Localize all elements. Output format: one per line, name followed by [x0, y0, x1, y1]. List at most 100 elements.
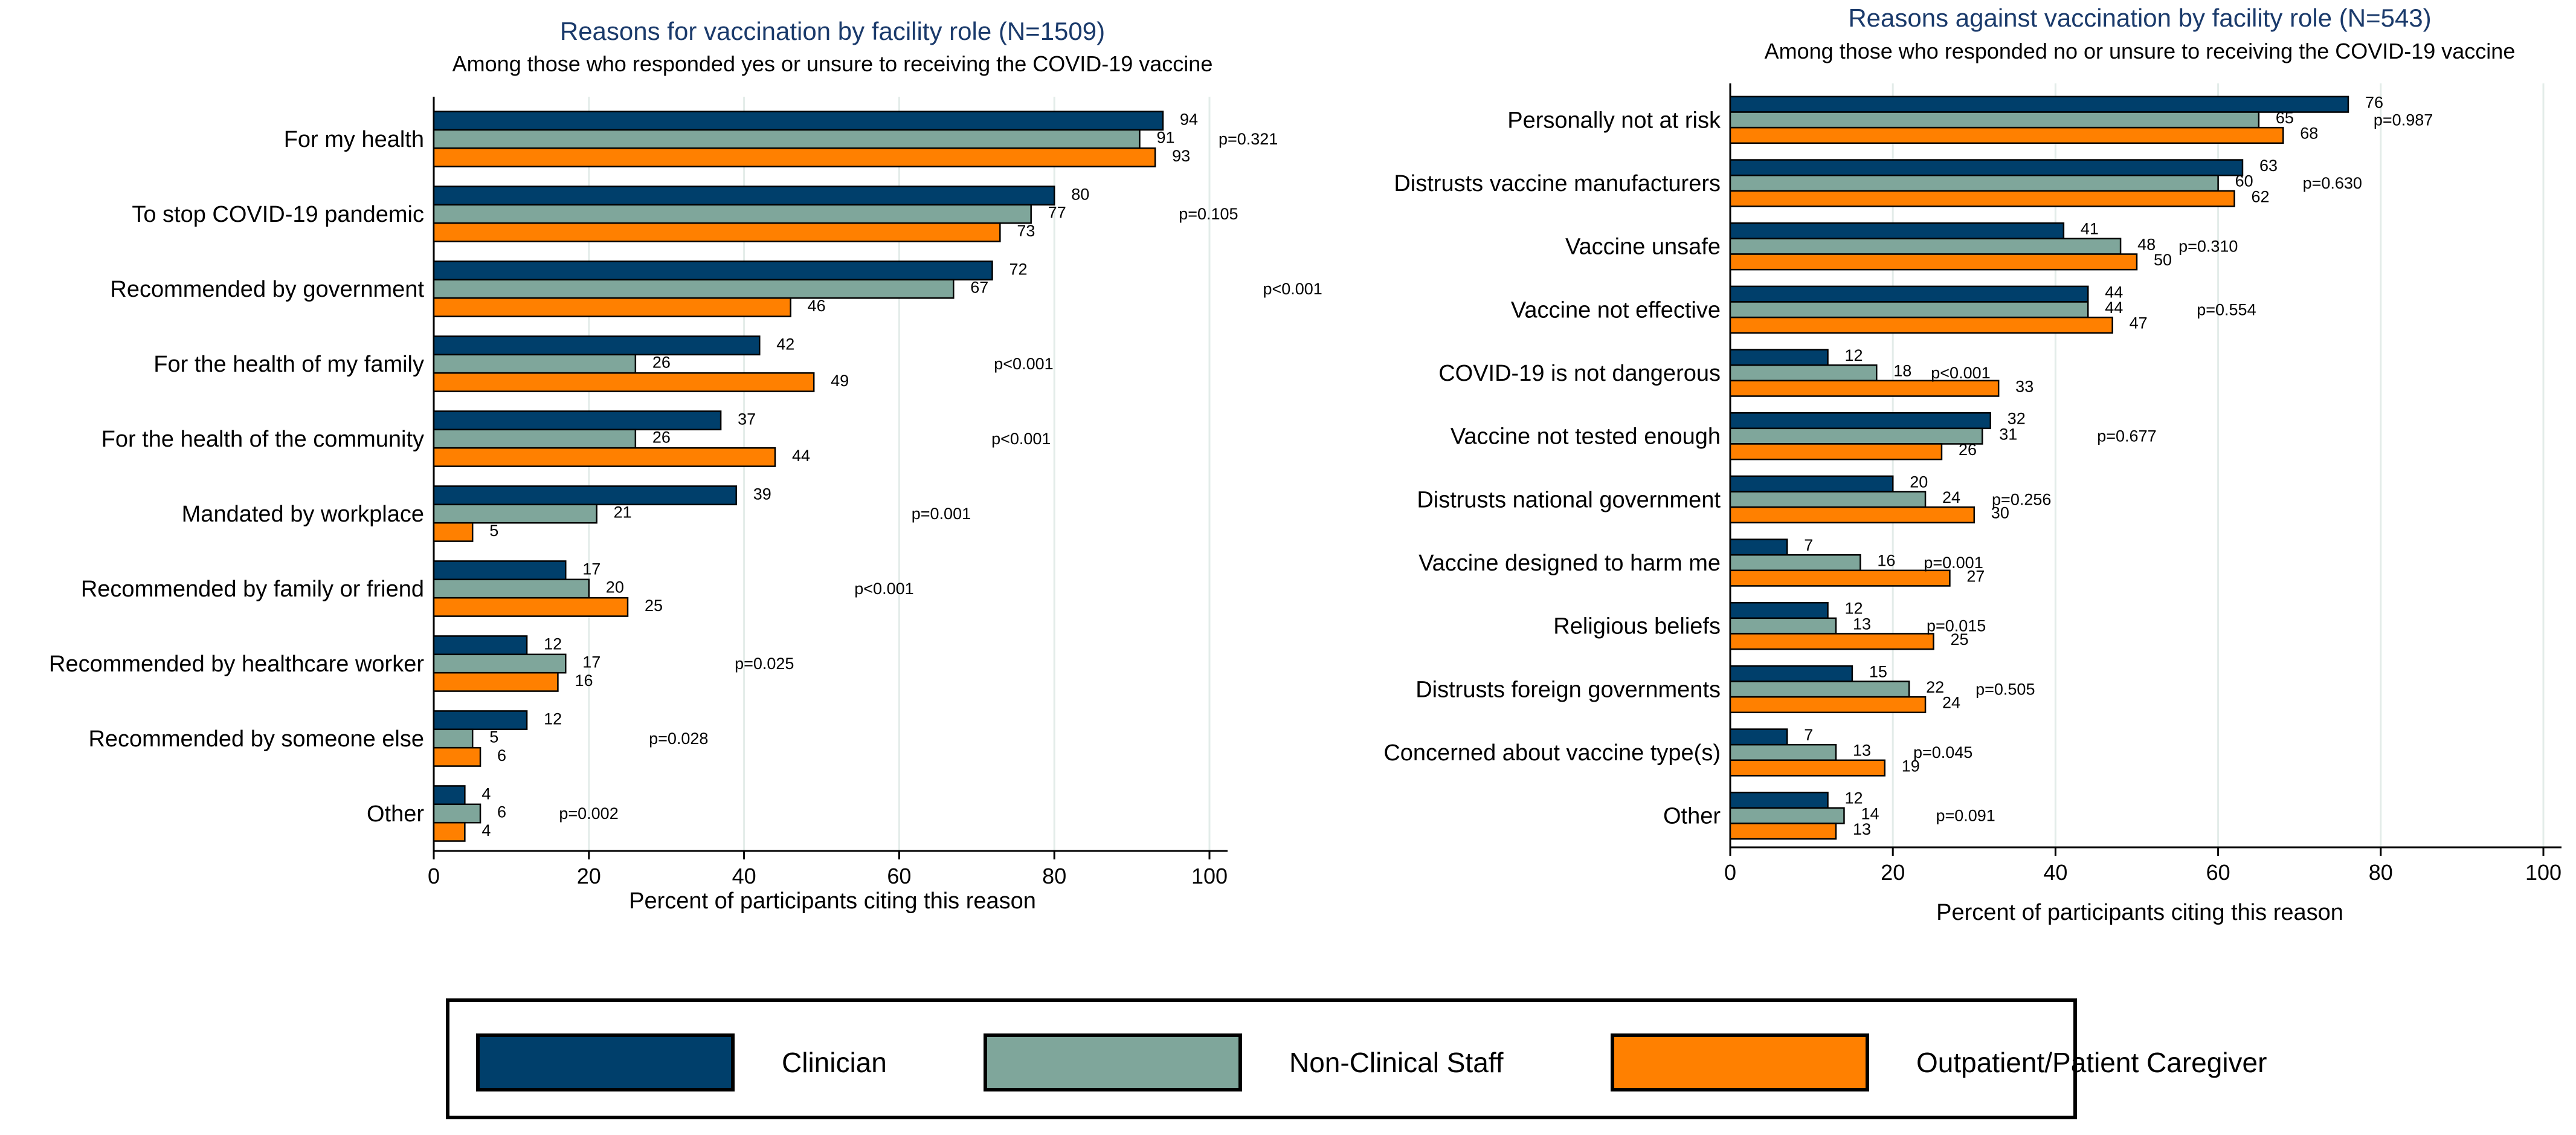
bar-value-for-recommended-by-someone-else-clinician: 12 — [544, 710, 562, 728]
bar-against-covid-19-is-not-dangerous-non-clinical-staff — [1729, 364, 1878, 382]
bar-value-against-personally-not-at-risk-non-clinical-staff: 65 — [2276, 109, 2294, 127]
bar-value-for-recommended-by-government-clinician: 72 — [1009, 260, 1027, 278]
bar-for-to-stop-covid-19-pandemic-outpatient-patient-caregiver — [433, 222, 1001, 242]
bar-for-other-non-clinical-staff — [433, 803, 481, 824]
x-tick-label-against-0: 0 — [1724, 860, 1736, 885]
bar-value-against-covid-19-is-not-dangerous-non-clinical-staff: 18 — [1893, 362, 1911, 380]
p-value-against-vaccine-unsafe: p=0.310 — [2178, 238, 2238, 256]
bar-value-against-religious-beliefs-outpatient-patient-caregiver: 25 — [1951, 630, 1969, 648]
chart-title-against: Reasons against vaccination by facility … — [1848, 4, 2431, 32]
bar-value-for-recommended-by-government-non-clinical-staff: 67 — [970, 279, 988, 297]
bar-against-vaccine-designed-to-harm-me-non-clinical-staff — [1729, 554, 1861, 572]
bar-value-against-vaccine-not-effective-outpatient-patient-caregiver: 47 — [2130, 314, 2148, 332]
bar-value-for-to-stop-covid-19-pandemic-outpatient-patient-caregiver: 73 — [1017, 222, 1035, 240]
category-label-for-recommended-by-family-or-friend: Recommended by family or friend — [81, 577, 424, 602]
legend-swatch-non-clinical-staff — [984, 1033, 1242, 1091]
bar-value-for-other-non-clinical-staff: 6 — [497, 803, 506, 821]
bar-against-distrusts-national-government-outpatient-patient-caregiver — [1729, 506, 1975, 524]
bar-value-for-for-the-health-of-the-community-clinician: 37 — [738, 410, 756, 428]
bar-value-against-distrusts-foreign-governments-outpatient-patient-caregiver: 24 — [1942, 694, 1960, 712]
bar-value-against-concerned-about-vaccine-type-s-outpatient-patient-caregiver: 19 — [1902, 757, 1920, 775]
bar-against-covid-19-is-not-dangerous-outpatient-patient-caregiver — [1729, 380, 2000, 397]
x-tick-label-against-80: 80 — [2369, 860, 2393, 885]
bar-for-recommended-by-someone-else-outpatient-patient-caregiver — [433, 746, 481, 767]
x-tick-label-for-40: 40 — [732, 864, 756, 888]
bar-against-concerned-about-vaccine-type-s-outpatient-patient-caregiver — [1729, 759, 1885, 777]
category-label-against-covid-19-is-not-dangerous: COVID-19 is not dangerous — [1438, 361, 1721, 386]
bar-for-for-my-health-non-clinical-staff — [433, 129, 1141, 149]
bar-against-vaccine-unsafe-non-clinical-staff — [1729, 238, 2122, 255]
bar-against-personally-not-at-risk-non-clinical-staff — [1729, 111, 2260, 129]
category-label-for-for-the-health-of-my-family: For the health of my family — [153, 352, 424, 377]
bar-against-concerned-about-vaccine-type-s-clinician — [1729, 728, 1788, 746]
bar-against-personally-not-at-risk-clinician — [1729, 95, 2349, 113]
bar-value-for-for-my-health-clinician: 94 — [1180, 110, 1198, 128]
bar-for-recommended-by-healthcare-worker-outpatient-patient-caregiver — [433, 671, 559, 692]
legend-swatch-clinician — [476, 1033, 735, 1091]
category-label-for-for-my-health: For my health — [284, 127, 424, 152]
bar-for-recommended-by-someone-else-clinician — [433, 710, 528, 731]
bar-value-against-vaccine-unsafe-clinician: 41 — [2081, 220, 2099, 238]
p-value-against-vaccine-not-tested-enough: p=0.677 — [2097, 427, 2156, 445]
p-value-for-for-the-health-of-the-community: p<0.001 — [991, 430, 1051, 448]
x-tick-label-against-40: 40 — [2043, 860, 2067, 885]
legend-swatch-outpatient-caregiver — [1611, 1033, 1869, 1091]
bar-against-vaccine-not-effective-outpatient-patient-caregiver — [1729, 316, 2113, 334]
category-label-against-vaccine-not-tested-enough: Vaccine not tested enough — [1451, 424, 1721, 450]
bar-for-for-the-health-of-the-community-clinician — [433, 410, 722, 431]
category-label-against-vaccine-unsafe: Vaccine unsafe — [1565, 234, 1721, 260]
chart-subtitle-against: Among those who responded no or unsure t… — [1765, 39, 2516, 63]
legend-label-non-clinical-staff: Non-Clinical Staff — [1289, 1047, 1504, 1078]
category-label-for-recommended-by-someone-else: Recommended by someone else — [88, 726, 424, 752]
chart-subtitle-for: Among those who responded yes or unsure … — [452, 51, 1213, 76]
bar-against-covid-19-is-not-dangerous-clinician — [1729, 349, 1829, 366]
p-value-for-for-my-health: p=0.321 — [1219, 130, 1278, 148]
bar-against-vaccine-not-tested-enough-non-clinical-staff — [1729, 427, 1983, 445]
p-value-against-vaccine-designed-to-harm-me: p=0.001 — [1924, 554, 1983, 572]
bar-against-religious-beliefs-outpatient-patient-caregiver — [1729, 633, 1934, 650]
bar-value-against-distrusts-foreign-governments-clinician: 15 — [1869, 662, 1887, 681]
category-label-for-other: Other — [367, 801, 424, 827]
bar-value-for-recommended-by-government-outpatient-patient-caregiver: 46 — [808, 297, 826, 315]
bar-value-for-for-the-health-of-my-family-outpatient-patient-caregiver: 49 — [831, 372, 849, 390]
category-label-against-distrusts-national-government: Distrusts national government — [1417, 487, 1721, 513]
category-label-against-religious-beliefs: Religious beliefs — [1553, 614, 1721, 639]
p-value-against-covid-19-is-not-dangerous: p<0.001 — [1931, 364, 1990, 382]
bar-value-against-vaccine-not-tested-enough-outpatient-patient-caregiver: 26 — [1959, 441, 1977, 459]
p-value-for-recommended-by-healthcare-worker: p=0.025 — [735, 655, 794, 673]
bar-for-recommended-by-family-or-friend-clinician — [433, 560, 567, 581]
p-value-against-religious-beliefs: p=0.015 — [1927, 617, 1986, 635]
chart-reasons-for: Reasons for vaccination by facility role… — [49, 17, 1322, 914]
bar-against-vaccine-designed-to-harm-me-clinician — [1729, 538, 1788, 556]
category-label-for-to-stop-covid-19-pandemic: To stop COVID-19 pandemic — [132, 202, 424, 227]
bar-against-concerned-about-vaccine-type-s-non-clinical-staff — [1729, 743, 1837, 762]
bar-value-against-distrusts-vaccine-manufacturers-clinician: 63 — [2259, 157, 2278, 175]
bar-for-recommended-by-family-or-friend-outpatient-patient-caregiver — [433, 597, 629, 617]
bar-for-to-stop-covid-19-pandemic-clinician — [433, 186, 1055, 206]
bar-value-for-for-the-health-of-my-family-non-clinical-staff: 26 — [652, 354, 671, 372]
x-tick-label-against-60: 60 — [2206, 860, 2230, 885]
chart-title-for: Reasons for vaccination by facility role… — [560, 17, 1105, 45]
bar-value-against-distrusts-vaccine-manufacturers-outpatient-patient-caregiver: 62 — [2252, 187, 2270, 205]
x-axis-label-for: Percent of participants citing this reas… — [629, 888, 1036, 914]
bar-against-distrusts-foreign-governments-non-clinical-staff — [1729, 681, 1910, 698]
bar-against-distrusts-foreign-governments-clinician — [1729, 665, 1853, 682]
bar-value-against-vaccine-unsafe-outpatient-patient-caregiver: 50 — [2154, 251, 2172, 269]
p-value-for-mandated-by-workplace: p=0.001 — [912, 505, 971, 523]
category-label-against-vaccine-designed-to-harm-me: Vaccine designed to harm me — [1418, 551, 1721, 576]
bar-value-against-personally-not-at-risk-clinician: 76 — [2365, 93, 2383, 111]
bar-value-against-vaccine-designed-to-harm-me-outpatient-patient-caregiver: 27 — [1966, 567, 1985, 585]
p-value-for-other: p=0.002 — [559, 804, 618, 823]
p-value-for-recommended-by-someone-else: p=0.028 — [649, 729, 708, 748]
bar-for-recommended-by-government-outpatient-patient-caregiver — [433, 297, 791, 317]
bar-value-against-other-outpatient-patient-caregiver: 13 — [1853, 820, 1871, 838]
bar-for-recommended-by-government-non-clinical-staff — [433, 279, 955, 299]
bar-value-for-to-stop-covid-19-pandemic-clinician: 80 — [1071, 185, 1089, 203]
bar-against-religious-beliefs-clinician — [1729, 601, 1829, 619]
bar-value-for-recommended-by-family-or-friend-outpatient-patient-caregiver: 25 — [645, 597, 663, 615]
bar-value-against-covid-19-is-not-dangerous-outpatient-patient-caregiver: 33 — [2015, 377, 2033, 395]
p-value-for-recommended-by-family-or-friend: p<0.001 — [854, 580, 913, 598]
category-label-against-vaccine-not-effective: Vaccine not effective — [1511, 297, 1721, 323]
bar-against-distrusts-national-government-non-clinical-staff — [1729, 491, 1927, 508]
